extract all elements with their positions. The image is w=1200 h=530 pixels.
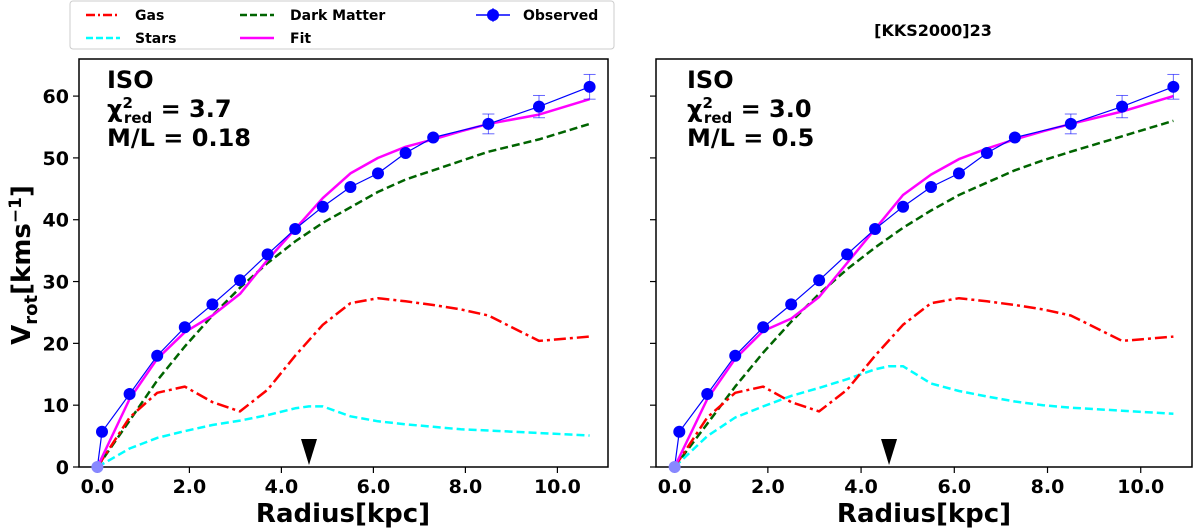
right-stars-curve	[673, 364, 1174, 468]
panel-right-chi-value: = 3.0	[732, 95, 811, 123]
left-x-tick-label: 8.0	[449, 476, 483, 498]
right-gas-curve	[673, 296, 1174, 468]
panel-right-model: ISO	[687, 66, 734, 94]
left-x-tick-label: 0.0	[81, 476, 115, 498]
panel-left-chi: χ2 red = 3.7	[107, 94, 232, 127]
left-y-tick-label: 20	[43, 333, 69, 355]
legend: Gas Stars Dark Matter Fit Observed	[69, 0, 615, 50]
legend-observed-marker	[487, 9, 499, 21]
y-axis-label-unit: [kms	[7, 223, 37, 295]
panel-left-chi-sup: 2	[122, 94, 132, 112]
right-x-tick-label: 10.0	[1117, 476, 1164, 498]
legend-fit-label: Fit	[290, 31, 311, 47]
y-axis-label-sub: rot	[21, 294, 42, 324]
panel-left-model: ISO	[107, 66, 154, 94]
left-y-tick-label: 30	[43, 272, 69, 294]
panel-right-chi-symbol: χ	[687, 95, 702, 123]
chart-title: [KKS2000]23	[874, 21, 992, 40]
right-observed-point	[668, 461, 681, 473]
right-x-tick-label: 0.0	[658, 476, 692, 498]
left-fit-curve	[96, 98, 590, 468]
panel-left-chi-value: = 3.7	[152, 95, 231, 123]
y-axis-label-exp: −1	[6, 197, 26, 223]
legend-observed-label: Observed	[523, 8, 598, 24]
left-observed-point	[482, 117, 495, 130]
left-observed-point	[344, 180, 357, 193]
legend-gas-label: Gas	[135, 8, 164, 24]
right-observed-point	[869, 223, 882, 235]
left-observed-point	[399, 146, 412, 159]
left-x-tick-label: 2.0	[173, 476, 207, 498]
panel-left-chi-sub: red	[124, 109, 152, 127]
panel-right-chi-sup: 2	[702, 94, 712, 112]
right-observed-point	[757, 321, 770, 334]
right-dark-curve	[673, 119, 1174, 468]
left-observed-point	[178, 321, 191, 334]
right-observed-point	[701, 388, 714, 401]
left-y-tick-label: 60	[43, 86, 69, 108]
y-axis-label-main: V	[7, 325, 37, 345]
left-radius-marker-icon	[301, 439, 317, 465]
right-x-tick-label: 6.0	[937, 476, 971, 498]
panel-right-frame	[655, 58, 1193, 468]
right-radius-marker-icon	[881, 439, 898, 465]
left-observed-point	[583, 80, 596, 93]
right-observed-point	[924, 180, 937, 193]
panel-right-ml: M/L = 0.5	[687, 124, 814, 152]
left-x-tick-label: 10.0	[534, 476, 581, 498]
left-observed-point	[234, 274, 246, 287]
y-axis-label-close: ]	[7, 185, 37, 197]
right-observed-point	[673, 425, 686, 438]
left-observed-point	[91, 461, 104, 473]
panel-right-chi-sub: red	[704, 109, 732, 127]
left-observed-point	[123, 388, 136, 401]
legend-stars-label: Stars	[135, 31, 176, 47]
right-observed-point	[729, 349, 742, 362]
right-observed-point	[841, 248, 854, 261]
left-observed-point	[261, 248, 274, 261]
panel-left-frame	[78, 58, 609, 468]
left-observed-point	[372, 167, 384, 180]
left-observed-point	[316, 200, 329, 213]
left-gas-curve	[96, 296, 590, 468]
left-stars-curve	[96, 405, 590, 469]
legend-frame	[69, 0, 615, 50]
left-observed-point	[151, 349, 164, 362]
left-y-tick-label: 0	[56, 457, 69, 479]
panel-right-chi: χ2 red = 3.0	[687, 94, 812, 127]
panel-left-chi-symbol: χ	[107, 95, 122, 123]
right-x-tick-label: 8.0	[1031, 476, 1065, 498]
left-x-tick-label: 6.0	[357, 476, 391, 498]
panel-right-x-axis-label: Radius[kpc]	[837, 499, 1011, 529]
right-observed-point	[897, 200, 910, 213]
y-axis-label: Vrot[kms−1]	[6, 185, 42, 345]
right-x-tick-label: 4.0	[844, 476, 878, 498]
right-observed-point	[952, 167, 965, 180]
panel-left-ml: M/L = 0.18	[107, 124, 251, 152]
right-observed-point	[813, 274, 826, 287]
panel-left-x-axis-label: Radius[kpc]	[256, 499, 430, 529]
right-observed-point	[980, 146, 993, 159]
left-observed-point	[289, 223, 302, 235]
legend-dark-matter-label: Dark Matter	[290, 8, 385, 24]
panel-left: ISO χ2 red = 3.7 M/L = 0.18 Radius[kpc] 0…	[43, 58, 609, 529]
right-observed-point	[1008, 131, 1021, 144]
right-observed-point	[1064, 117, 1077, 130]
left-observed-point	[96, 425, 108, 438]
right-observed-point	[785, 298, 798, 311]
right-observed-point	[1116, 100, 1129, 113]
left-y-tick-label: 50	[43, 148, 69, 170]
left-observed-point	[206, 298, 219, 311]
left-x-tick-label: 4.0	[265, 476, 299, 498]
left-y-tick-label: 10	[43, 395, 69, 417]
right-x-tick-label: 2.0	[751, 476, 785, 498]
right-observed-point	[1167, 80, 1180, 93]
panel-right: ISO χ2 red = 3.0 M/L = 0.5 Radius[kpc] 0.…	[650, 58, 1193, 529]
left-observed-point	[427, 131, 440, 144]
left-y-tick-label: 40	[43, 210, 69, 232]
left-dark-curve	[96, 122, 590, 468]
left-observed-point	[533, 100, 545, 113]
